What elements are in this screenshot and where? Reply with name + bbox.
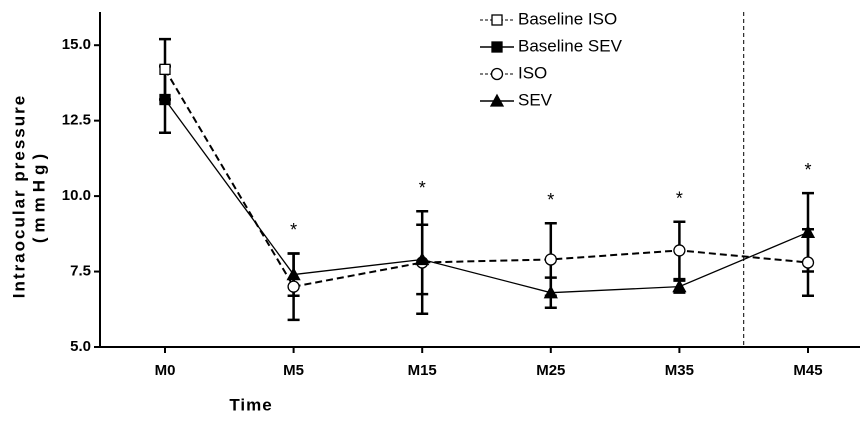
y-tick-label: 12.5	[62, 112, 91, 129]
x-tick-label: M45	[793, 362, 822, 379]
significance-mark: *	[547, 190, 554, 210]
legend-marker	[490, 67, 504, 81]
y-tick-label: 7.5	[70, 263, 91, 280]
legend-marker	[489, 93, 505, 107]
significance-mark: *	[804, 160, 811, 180]
legend-label: Baseline ISO	[518, 9, 617, 28]
x-tick-label: M35	[665, 362, 694, 379]
y-tick-label: 5.0	[70, 338, 91, 355]
x-tick-label: M0	[155, 362, 176, 379]
legend-marker	[491, 41, 503, 53]
data-point	[673, 244, 686, 257]
data-point	[801, 256, 815, 269]
data-point	[415, 252, 430, 266]
x-axis-label: Time	[229, 395, 272, 414]
y-tick-label: 15.0	[62, 36, 91, 53]
legend-marker	[491, 14, 503, 26]
significance-mark: *	[419, 178, 426, 198]
data-point	[544, 253, 557, 266]
data-point	[543, 285, 558, 299]
legend-label: ISO	[518, 63, 547, 82]
y-axis-label: Intraocular pressure	[9, 94, 28, 298]
data-point	[159, 63, 171, 75]
series-connector	[164, 99, 295, 275]
significance-mark: *	[676, 189, 683, 209]
x-tick-label: M15	[408, 362, 437, 379]
x-tick-label: M5	[283, 362, 304, 379]
x-tick-label: M25	[536, 362, 565, 379]
data-point	[287, 280, 300, 293]
series-connector	[164, 68, 295, 288]
significance-mark: *	[290, 220, 297, 240]
y-axis-label: (mmHg)	[29, 149, 48, 243]
legend-label: SEV	[518, 90, 553, 109]
data-point	[672, 279, 687, 293]
data-point	[286, 267, 301, 281]
data-point	[800, 224, 816, 238]
data-point	[159, 93, 171, 106]
y-tick-label: 10.0	[62, 187, 91, 204]
legend-label: Baseline SEV	[518, 36, 623, 55]
